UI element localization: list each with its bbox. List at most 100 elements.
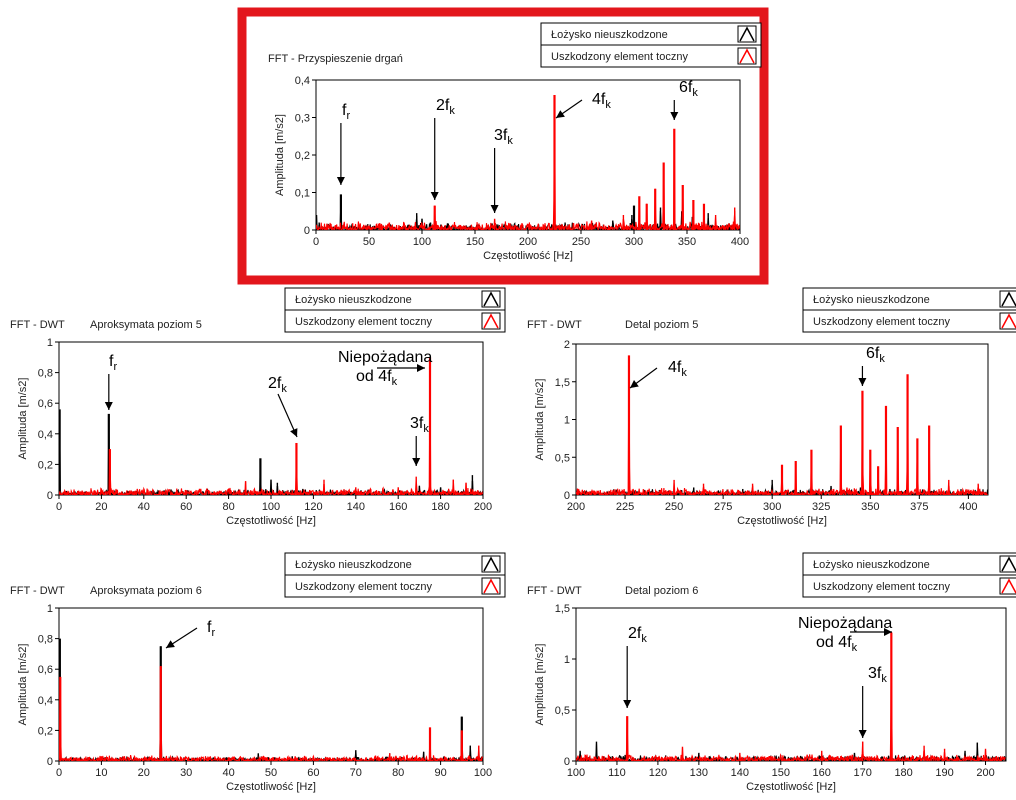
legend-label: Łożysko nieuszkodzone — [295, 294, 412, 306]
annotation-arrowhead — [430, 192, 439, 200]
legend-label: Łożysko nieuszkodzone — [551, 29, 668, 41]
x-tick-label: 110 — [608, 767, 626, 779]
y-tick-label: 0,4 — [38, 695, 53, 707]
annotation-label: fr — [342, 102, 350, 122]
x-tick-label: 120 — [649, 767, 667, 779]
legend-label: Uszkodzony element toczny — [551, 51, 688, 63]
annotation-label: 6fk — [866, 345, 885, 365]
y-tick-label: 1 — [564, 654, 570, 666]
annotation-sub: k — [692, 87, 698, 99]
plot-area — [575, 607, 1007, 762]
legend-label: Łożysko nieuszkodzone — [813, 559, 930, 571]
series-line-damaged — [59, 666, 483, 761]
annotation: 4fk — [629, 359, 687, 389]
x-tick-label: 100 — [567, 767, 585, 779]
y-axis-label: Amplituda [m/s2] — [274, 114, 286, 196]
legend: Łożysko nieuszkodzone Uszkodzony element … — [802, 287, 1016, 333]
annotation-label: 4fk — [592, 91, 611, 111]
annotation-base: 3f — [494, 127, 508, 144]
series-group — [316, 95, 740, 230]
x-tick-label: 30 — [180, 767, 192, 779]
x-tick-label: 120 — [304, 501, 322, 513]
annotation-base: f — [207, 619, 212, 636]
annotation-base: od 4f — [816, 634, 852, 651]
annotation-base: 4f — [668, 359, 682, 376]
annotation: fr — [165, 619, 215, 649]
annotation-arrowhead — [884, 628, 892, 636]
y-axis-label: Amplituda [m/s2] — [534, 644, 546, 726]
annotation-sub: r — [113, 361, 117, 373]
x-tick-label: 180 — [431, 501, 449, 513]
y-axis-label: Amplituda [m/s2] — [534, 379, 546, 461]
y-tick-label: 0,8 — [38, 368, 53, 380]
annotation: 3fk — [410, 415, 429, 466]
chart-subtitle: Aproksymata poziom 5 — [90, 319, 202, 331]
annotation-label: 3fk — [410, 415, 429, 435]
x-tick-label: 200 — [567, 501, 585, 513]
annotation-label: 4fk — [668, 359, 687, 379]
x-tick-label: 180 — [894, 767, 912, 779]
y-tick-label: 0 — [47, 490, 53, 502]
annotation: 2fk — [268, 375, 298, 438]
x-tick-label: 100 — [474, 767, 492, 779]
y-tick-label: 0,5 — [555, 705, 570, 717]
x-tick-label: 40 — [138, 501, 150, 513]
legend-label: Uszkodzony element toczny — [813, 316, 950, 328]
annotation-label: 2fk — [436, 97, 455, 117]
x-tick-label: 10 — [95, 767, 107, 779]
x-tick-label: 200 — [474, 501, 492, 513]
x-axis-label: Częstotliwość [Hz] — [226, 515, 316, 527]
annotation: 2fk — [623, 625, 647, 708]
legend-label: Łożysko nieuszkodzone — [295, 559, 412, 571]
annotation-arrowhead — [417, 364, 425, 372]
annotation-base: f — [109, 353, 114, 370]
y-tick-label: 0 — [304, 225, 310, 237]
x-tick-label: 375 — [910, 501, 928, 513]
annotation-label: fr — [109, 353, 117, 373]
y-tick-label: 0,3 — [295, 113, 310, 125]
series-line-damaged — [576, 632, 1006, 761]
legend-label: Uszkodzony element toczny — [295, 316, 432, 328]
annotation-base: 4f — [592, 91, 606, 108]
annotation-base: 3f — [868, 665, 882, 682]
y-tick-label: 0,2 — [38, 725, 53, 737]
legend-swatch-box — [481, 312, 501, 330]
legend-label: Uszkodzony element toczny — [813, 581, 950, 593]
annotation-arrowhead — [490, 205, 499, 213]
y-tick-label: 0,4 — [295, 75, 310, 87]
annotation-arrowhead — [670, 112, 679, 120]
annotation: Niepożądana od 4fk — [338, 349, 432, 388]
annotation: 4fk — [555, 91, 611, 119]
x-tick-label: 150 — [772, 767, 790, 779]
x-tick-label: 40 — [222, 767, 234, 779]
annotation-sub: k — [423, 423, 429, 435]
annotation-label: fr — [207, 619, 215, 639]
annotation-sub: k — [852, 642, 858, 654]
x-tick-label: 70 — [350, 767, 362, 779]
x-tick-label: 150 — [466, 236, 484, 248]
chart-title: FFT - DWT — [527, 585, 582, 597]
annotation-sub: r — [211, 627, 215, 639]
legend-swatch-box — [737, 25, 757, 43]
y-tick-label: 0,2 — [38, 459, 53, 471]
annotation-line1: Niepożądana — [798, 615, 892, 632]
x-tick-label: 225 — [616, 501, 634, 513]
legend-swatch-damaged — [739, 48, 755, 64]
y-tick-label: 0,4 — [38, 429, 53, 441]
y-axis-label: Amplituda [m/s2] — [17, 644, 29, 726]
chart-title: FFT - DWT — [527, 319, 582, 331]
annotation-sub: r — [346, 110, 350, 122]
annotation-base: od 4f — [356, 368, 392, 385]
series-group — [59, 638, 483, 761]
y-tick-label: 0,8 — [38, 634, 53, 646]
x-tick-label: 200 — [976, 767, 994, 779]
annotation-label: 3fk — [494, 127, 513, 147]
legend-swatch-healthy — [1001, 291, 1016, 307]
annotation-arrowhead — [104, 402, 113, 410]
x-tick-label: 200 — [519, 236, 537, 248]
legend: Łożysko nieuszkodzone Uszkodzony element … — [802, 552, 1016, 598]
annotation-arrowhead — [556, 110, 565, 118]
chart-title: FFT - DWT — [10, 319, 65, 331]
annotation-label: od 4fk — [356, 368, 398, 388]
x-tick-label: 50 — [363, 236, 375, 248]
